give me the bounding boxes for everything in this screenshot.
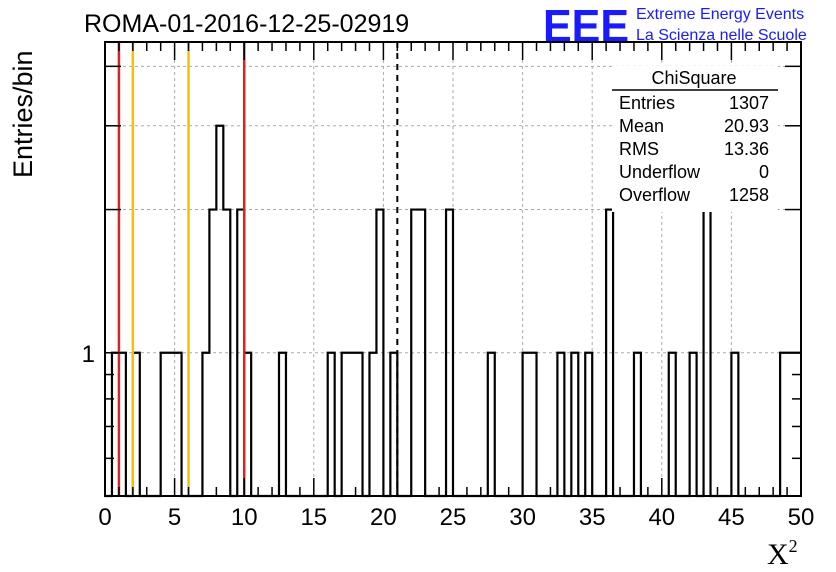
- histogram-bar: [202, 353, 209, 496]
- histogram-bar: [161, 353, 168, 496]
- logo-line2: La Scienza nelle Scuole: [636, 27, 807, 44]
- histogram-bar: [571, 353, 578, 496]
- x-tick-label: 35: [579, 504, 606, 531]
- stats-value: 20.93: [724, 116, 769, 136]
- histogram-bar: [585, 353, 592, 496]
- x-tick-label: 10: [231, 504, 258, 531]
- plot-frame: [104, 41, 802, 497]
- histogram-bar: [209, 210, 216, 496]
- histogram-bar: [349, 353, 356, 496]
- histogram-bar: [376, 210, 383, 496]
- histogram-bar: [411, 210, 418, 496]
- histogram-bar: [216, 126, 223, 496]
- x-tick-label: 40: [648, 504, 675, 531]
- x-tick-label: 0: [98, 504, 111, 531]
- histogram-bar: [634, 353, 641, 496]
- x-tick-label: 50: [788, 504, 815, 531]
- logo-line1: Extreme Energy Events: [636, 6, 804, 23]
- x-axis-label-sup: 2: [789, 536, 798, 556]
- eee-logo: EEE Extreme Energy Events La Scienza nel…: [543, 0, 807, 52]
- histogram-bar: [390, 353, 397, 496]
- x-axis-label: X2: [767, 536, 798, 571]
- histogram-bar: [606, 210, 613, 496]
- histogram-bar: [356, 353, 363, 496]
- stats-label: RMS: [619, 139, 659, 159]
- x-tick-label: 30: [509, 504, 536, 531]
- y-axis-label: Entries/bin: [8, 50, 38, 178]
- x-tick-label: 15: [300, 504, 327, 531]
- histogram-bar: [530, 353, 537, 496]
- stats-value: 1307: [729, 93, 769, 113]
- stats-label: Overflow: [619, 185, 691, 205]
- stats-value: 1258: [729, 185, 769, 205]
- histogram-bar: [369, 353, 376, 496]
- stats-value: 0: [759, 162, 769, 182]
- stats-label: Mean: [619, 116, 664, 136]
- histogram-bar: [731, 353, 738, 496]
- histogram-bar: [557, 353, 564, 496]
- x-tick-label: 20: [370, 504, 397, 531]
- stats-label: Entries: [619, 93, 675, 113]
- x-axis-label-base: X: [767, 538, 789, 571]
- histogram-bar: [704, 210, 711, 496]
- histogram-bar: [328, 353, 335, 496]
- histogram-bar: [523, 353, 530, 496]
- stats-label: Underflow: [619, 162, 701, 182]
- stats-title: ChiSquare: [651, 68, 736, 88]
- stats-value: 13.36: [724, 139, 769, 159]
- x-tick-label: 45: [718, 504, 745, 531]
- chart-title: ROMA-01-2016-12-25-02919: [84, 10, 409, 38]
- histogram-bar: [488, 353, 495, 496]
- histogram-bar: [780, 353, 787, 496]
- y-tick-label: 1: [82, 341, 95, 368]
- reference-lines: [117, 42, 399, 496]
- histogram-bar: [342, 353, 349, 496]
- histogram-bar: [279, 353, 286, 496]
- x-tick-label: 25: [440, 504, 467, 531]
- axis-ticks: 0 5 10 15 20 25 30 35 40 45 50 1: [82, 42, 815, 531]
- histogram-bar: [223, 210, 230, 496]
- x-tick-label: 5: [168, 504, 181, 531]
- histogram-bar: [446, 210, 453, 496]
- stats-box: ChiSquare Entries 1307 Mean 20.93 RMS 13.36 Un…: [612, 66, 778, 212]
- histogram-bar: [168, 353, 175, 496]
- histogram-bar: [690, 353, 697, 496]
- logo-mark: EEE: [543, 0, 629, 52]
- histogram-bar: [175, 353, 182, 496]
- histogram-bar: [418, 210, 425, 496]
- histogram-bar: [669, 353, 676, 496]
- stats-rows: Entries 1307 Mean 20.93 RMS 13.36 Underflow 0 Ov…: [619, 93, 769, 205]
